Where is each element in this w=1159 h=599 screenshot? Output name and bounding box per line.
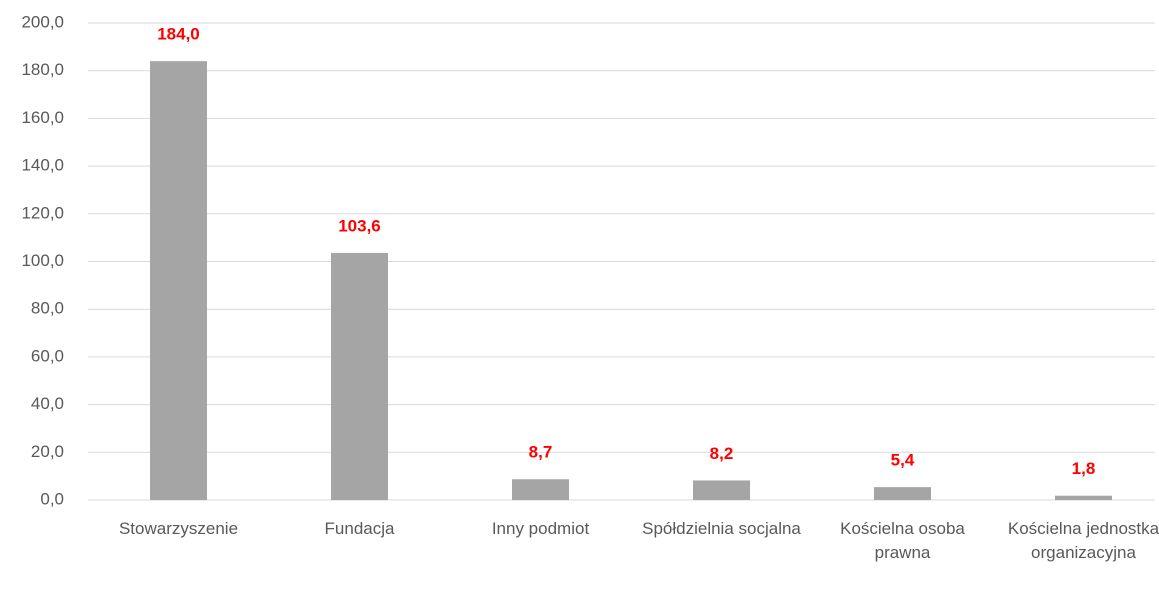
x-tick-label: Stowarzyszenie — [118, 519, 239, 538]
value-label: 1,8 — [1072, 459, 1096, 478]
bar — [331, 252, 388, 500]
value-label: 8,7 — [529, 443, 553, 462]
y-tick-label: 80,0 — [31, 299, 64, 318]
value-label: 184,0 — [157, 25, 200, 44]
y-tick-label: 0,0 — [40, 489, 64, 508]
value-label: 5,4 — [891, 451, 915, 470]
y-tick-label: 160,0 — [21, 108, 64, 127]
y-tick-label: 20,0 — [31, 442, 64, 461]
y-tick-label: 40,0 — [31, 394, 64, 413]
y-tick-label: 120,0 — [21, 203, 64, 222]
y-tick-label: 60,0 — [31, 346, 64, 365]
y-tick-label: 200,0 — [21, 12, 64, 31]
bar — [1055, 495, 1112, 500]
x-tick-label: Fundacja — [324, 519, 395, 538]
x-tick-label: Spółdzielnia socjalna — [642, 519, 801, 538]
x-tick-label: Kościelna jednostka organizacyjna — [1007, 519, 1159, 562]
y-tick-label: 140,0 — [21, 156, 64, 175]
value-label: 103,6 — [338, 216, 381, 235]
bar — [874, 487, 931, 500]
x-tick-label: Inny podmiot — [491, 519, 590, 538]
value-label: 8,2 — [710, 444, 734, 463]
bar — [150, 61, 207, 500]
y-tick-label: 180,0 — [21, 60, 64, 79]
bar — [512, 479, 569, 500]
bar — [693, 480, 750, 500]
y-tick-label: 100,0 — [21, 251, 64, 270]
x-tick-label: Kościelna osoba prawna — [840, 519, 965, 562]
